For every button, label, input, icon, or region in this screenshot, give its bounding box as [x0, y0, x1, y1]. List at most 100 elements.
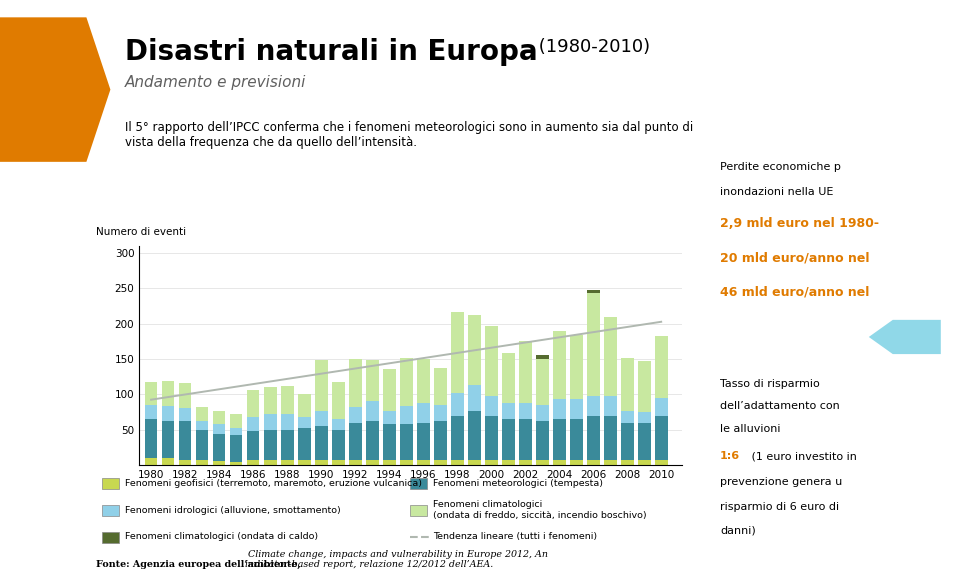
Bar — [213, 424, 226, 434]
Bar — [264, 387, 276, 414]
Bar — [468, 384, 481, 412]
Bar — [264, 414, 276, 430]
Text: inondazioni nella UE: inondazioni nella UE — [720, 187, 833, 197]
Bar — [553, 331, 565, 399]
Bar — [145, 383, 157, 405]
Bar — [247, 390, 259, 417]
Text: Tasso di risparmio: Tasso di risparmio — [720, 379, 820, 388]
Bar — [332, 383, 345, 419]
Bar — [366, 360, 378, 401]
Text: Disastri naturali in Europa: Disastri naturali in Europa — [125, 38, 538, 65]
Bar — [604, 416, 616, 460]
Bar — [383, 424, 396, 460]
Bar — [468, 412, 481, 460]
Bar — [518, 403, 532, 418]
Bar — [229, 462, 243, 465]
Bar — [179, 383, 191, 408]
Bar — [332, 430, 345, 460]
Bar — [196, 407, 208, 421]
Bar — [161, 406, 175, 421]
Bar — [434, 460, 446, 465]
Bar — [348, 460, 362, 465]
Bar — [280, 386, 294, 414]
Bar — [399, 460, 413, 465]
Bar — [502, 460, 515, 465]
Bar — [298, 428, 310, 460]
Bar — [502, 418, 515, 460]
Bar — [229, 414, 243, 428]
Text: Tendenza lineare (tutti i fenomeni): Tendenza lineare (tutti i fenomeni) — [434, 532, 598, 542]
Bar — [451, 393, 464, 416]
Bar — [196, 430, 208, 460]
Bar — [536, 359, 548, 405]
Bar — [366, 460, 378, 465]
Bar — [332, 419, 345, 430]
Text: Il 5° rapporto dell’IPCC conferma che i fenomeni meteorologici sono in aumento s: Il 5° rapporto dell’IPCC conferma che i … — [125, 121, 693, 149]
Bar — [485, 327, 497, 396]
Bar — [247, 431, 259, 460]
Bar — [655, 398, 667, 416]
Bar — [570, 335, 583, 399]
Bar — [315, 425, 327, 460]
Bar — [383, 369, 396, 412]
Bar — [280, 430, 294, 460]
Bar — [637, 361, 651, 412]
Bar — [604, 317, 616, 396]
Text: le alluvioni: le alluvioni — [720, 424, 780, 434]
Bar — [161, 458, 175, 465]
Text: Fenomeni climatologici (ondata di caldo): Fenomeni climatologici (ondata di caldo) — [125, 532, 318, 542]
Bar — [315, 412, 327, 425]
Bar — [553, 460, 565, 465]
Bar — [451, 416, 464, 460]
Bar — [145, 419, 157, 458]
Bar — [348, 423, 362, 460]
Bar — [518, 460, 532, 465]
Bar — [280, 414, 294, 430]
Bar — [383, 412, 396, 424]
Bar — [655, 336, 667, 398]
Text: (1980-2010): (1980-2010) — [533, 38, 650, 55]
Bar — [637, 412, 651, 423]
FancyBboxPatch shape — [411, 505, 427, 516]
Bar — [621, 423, 634, 460]
Bar — [451, 460, 464, 465]
Bar — [451, 312, 464, 393]
Bar — [587, 396, 600, 416]
Bar — [213, 461, 226, 465]
Bar — [536, 421, 548, 460]
FancyBboxPatch shape — [102, 478, 119, 489]
Bar — [161, 421, 175, 458]
Bar — [637, 423, 651, 460]
Bar — [366, 401, 378, 421]
Bar — [502, 353, 515, 403]
Bar — [637, 460, 651, 465]
Bar — [247, 460, 259, 465]
Bar — [298, 417, 310, 428]
FancyBboxPatch shape — [102, 505, 119, 516]
FancyBboxPatch shape — [411, 478, 427, 489]
Bar — [417, 359, 429, 403]
Bar — [570, 399, 583, 418]
Bar — [332, 460, 345, 465]
Text: Fenomeni idrologici (alluvione, smottamento): Fenomeni idrologici (alluvione, smottame… — [125, 506, 341, 514]
Text: prevenzione genera u: prevenzione genera u — [720, 477, 842, 487]
Text: Climate change, impacts and vulnerability in Europe 2012, An
indicator-based rep: Climate change, impacts and vulnerabilit… — [245, 550, 548, 569]
Bar — [264, 430, 276, 460]
Bar — [213, 434, 226, 461]
FancyBboxPatch shape — [102, 532, 119, 543]
Text: Fenomeni geofisici (terremoto, maremoto, eruzione vulcanica): Fenomeni geofisici (terremoto, maremoto,… — [125, 479, 422, 488]
Bar — [518, 340, 532, 403]
Bar — [298, 460, 310, 465]
Bar — [468, 315, 481, 384]
Bar — [315, 361, 327, 412]
Bar — [264, 460, 276, 465]
Bar — [485, 460, 497, 465]
Text: Numero di eventi: Numero di eventi — [96, 227, 186, 237]
Bar — [587, 460, 600, 465]
Bar — [434, 405, 446, 421]
Text: danni): danni) — [720, 526, 756, 536]
Bar — [518, 418, 532, 460]
Bar — [417, 423, 429, 460]
Bar — [280, 460, 294, 465]
Text: Fenomeni climatologici
(ondata di freddo, siccità, incendio boschivo): Fenomeni climatologici (ondata di freddo… — [434, 501, 647, 520]
